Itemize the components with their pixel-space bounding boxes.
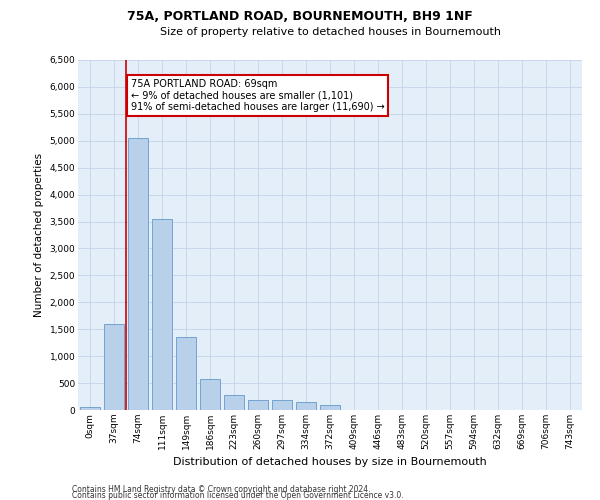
Text: Contains HM Land Registry data © Crown copyright and database right 2024.: Contains HM Land Registry data © Crown c… — [72, 484, 371, 494]
X-axis label: Distribution of detached houses by size in Bournemouth: Distribution of detached houses by size … — [173, 458, 487, 468]
Text: 75A PORTLAND ROAD: 69sqm
← 9% of detached houses are smaller (1,101)
91% of semi: 75A PORTLAND ROAD: 69sqm ← 9% of detache… — [131, 79, 385, 112]
Bar — [296, 402, 316, 410]
Bar — [272, 400, 292, 410]
Bar — [104, 324, 124, 410]
Text: 75A, PORTLAND ROAD, BOURNEMOUTH, BH9 1NF: 75A, PORTLAND ROAD, BOURNEMOUTH, BH9 1NF — [127, 10, 473, 23]
Y-axis label: Number of detached properties: Number of detached properties — [34, 153, 44, 317]
Bar — [152, 219, 172, 410]
Title: Size of property relative to detached houses in Bournemouth: Size of property relative to detached ho… — [160, 27, 500, 37]
Bar — [320, 405, 340, 410]
Text: Contains public sector information licensed under the Open Government Licence v3: Contains public sector information licen… — [72, 491, 404, 500]
Bar — [128, 138, 148, 410]
Bar — [80, 408, 100, 410]
Bar — [224, 395, 244, 410]
Bar — [248, 400, 268, 410]
Bar — [200, 379, 220, 410]
Bar — [176, 338, 196, 410]
